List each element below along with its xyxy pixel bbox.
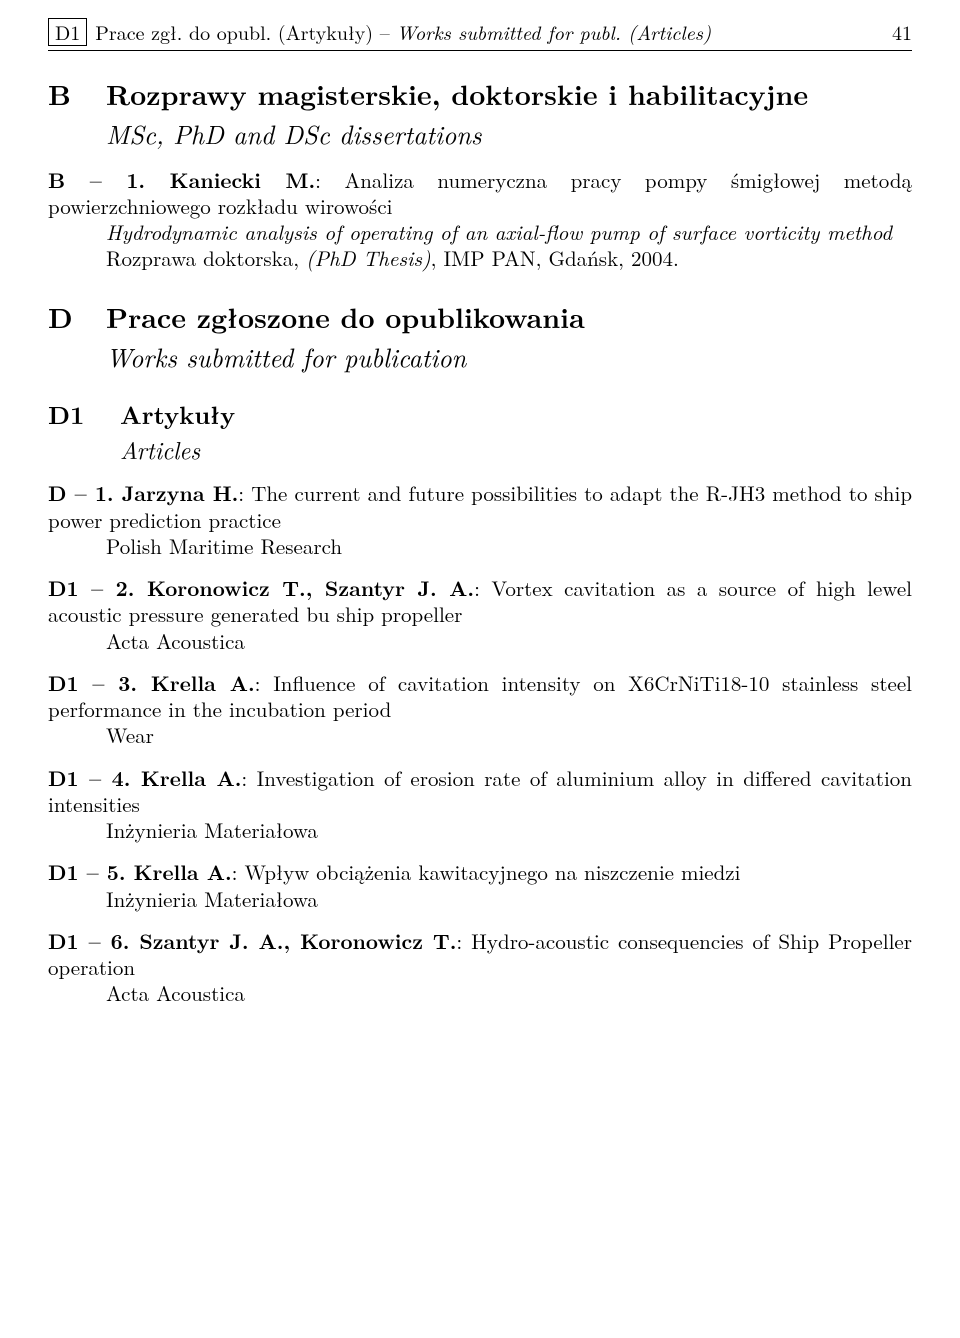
entry-b1-source-b: (PhD Thesis): [306, 243, 431, 273]
entry-d1-5-lead: D1 – 5. Krella A.: [48, 857, 232, 887]
running-head-box: D1: [48, 18, 87, 46]
entry-d1-3-source: Wear: [106, 722, 912, 748]
entry-d1-4: D1 – 4. Krella A.: Investigation of eros…: [48, 765, 912, 844]
section-d-heading: D Prace zgłoszone do opublikowania: [48, 300, 912, 335]
subsection-d1-label: D1: [48, 399, 120, 430]
entry-d1-6-source: Acta Acoustica: [106, 980, 912, 1006]
running-head-title: Prace zgł. do opubl. (Artykuły) – Works …: [95, 19, 711, 44]
page-number: 41: [892, 19, 912, 44]
section-d-label: D: [48, 300, 106, 335]
section-d-subtitle: Works submitted for publication: [106, 341, 912, 374]
subsection-d1-subtitle: Articles: [120, 434, 912, 464]
entry-d1-2: D1 – 2. Koronowicz T., Szantyr J. A.: Vo…: [48, 575, 912, 654]
entry-d1-6: D1 – 6. Szantyr J. A., Koronowicz T.: Hy…: [48, 928, 912, 1007]
entry-b1-title-en: Hydrodynamic analysis of operating of an…: [106, 219, 912, 245]
section-d-title: Prace zgłoszone do opublikowania: [106, 300, 585, 335]
entry-d1-5: D1 – 5. Krella A.: Wpływ obciążenia kawi…: [48, 859, 912, 912]
section-b-title: Rozprawy magisterskie, doktorskie i habi…: [106, 77, 808, 112]
entry-b1-source-c: , IMP PAN, Gdańsk, 2004.: [431, 243, 679, 273]
section-b-label: B: [48, 77, 106, 112]
entry-d1: D – 1. Jarzyna H.: The current and futur…: [48, 480, 912, 559]
entry-b1-source: Rozprawa doktorska, (PhD Thesis), IMP PA…: [106, 245, 912, 271]
running-head: D1 Prace zgł. do opubl. (Artykuły) – Wor…: [48, 18, 912, 51]
running-head-title-italic: Works submitted for publ. (Articles): [396, 17, 711, 46]
entry-d1-2-source: Acta Acoustica: [106, 628, 912, 654]
section-b-subtitle: MSc, PhD and DSc dissertations: [106, 118, 912, 151]
entry-b1: B – 1. Kaniecki M.: Analiza numeryczna p…: [48, 167, 912, 272]
entry-d1-5-source: Inżynieria Materiałowa: [106, 886, 912, 912]
entry-d1-5-body: : Wpływ obciążenia kawitacyjnego na nisz…: [232, 857, 741, 887]
running-head-title-plain: Prace zgł. do opubl. (Artykuły) –: [95, 17, 396, 46]
subsection-d1-title: Artykuły: [120, 399, 235, 430]
entry-d1-4-source: Inżynieria Materiałowa: [106, 817, 912, 843]
entry-b1-source-a: Rozprawa doktorska,: [106, 243, 306, 273]
page: D1 Prace zgł. do opubl. (Artykuły) – Wor…: [0, 0, 960, 1047]
entry-d1-3: D1 – 3. Krella A.: Influence of cavitati…: [48, 670, 912, 749]
section-b-heading: B Rozprawy magisterskie, doktorskie i ha…: [48, 77, 912, 112]
entry-d1-source: Polish Maritime Research: [106, 533, 912, 559]
subsection-d1-heading: D1 Artykuły: [48, 399, 912, 430]
